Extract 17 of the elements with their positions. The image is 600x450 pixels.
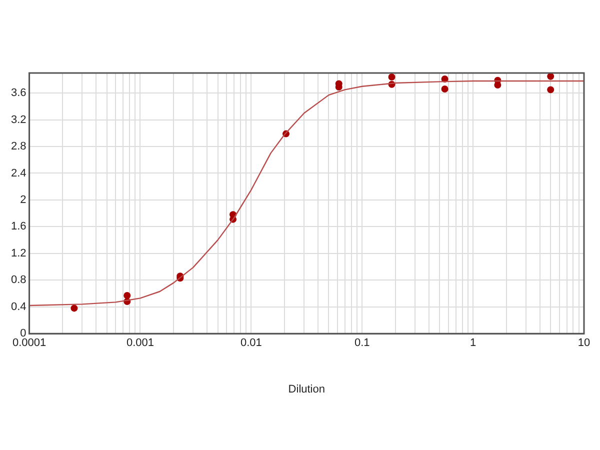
x-axis-title: Dilution [288, 383, 325, 396]
x-tick-label: 0.01 [240, 337, 262, 350]
y-tick-label: 3.6 [10, 87, 26, 100]
y-tick-label: 0 [20, 328, 26, 340]
y-tick-label: 2 [20, 194, 26, 206]
y-tick-label: 1.6 [10, 220, 26, 233]
y-tick-label: 3.2 [10, 114, 26, 126]
y-tick-label: 1.2 [10, 247, 26, 260]
y-tick-label: 2.4 [10, 167, 26, 180]
y-tick-label: 0.4 [10, 300, 26, 313]
y-tick-label: 2.8 [10, 140, 26, 153]
x-tick-label: 0.001 [126, 337, 154, 350]
y-tick-label: 0.8 [10, 274, 26, 286]
x-tick-label: 10 [578, 337, 590, 350]
x-tick-label: 0.1 [354, 337, 370, 350]
x-tick-label: 0.0001 [12, 337, 46, 350]
x-tick-label: 1 [470, 337, 476, 350]
